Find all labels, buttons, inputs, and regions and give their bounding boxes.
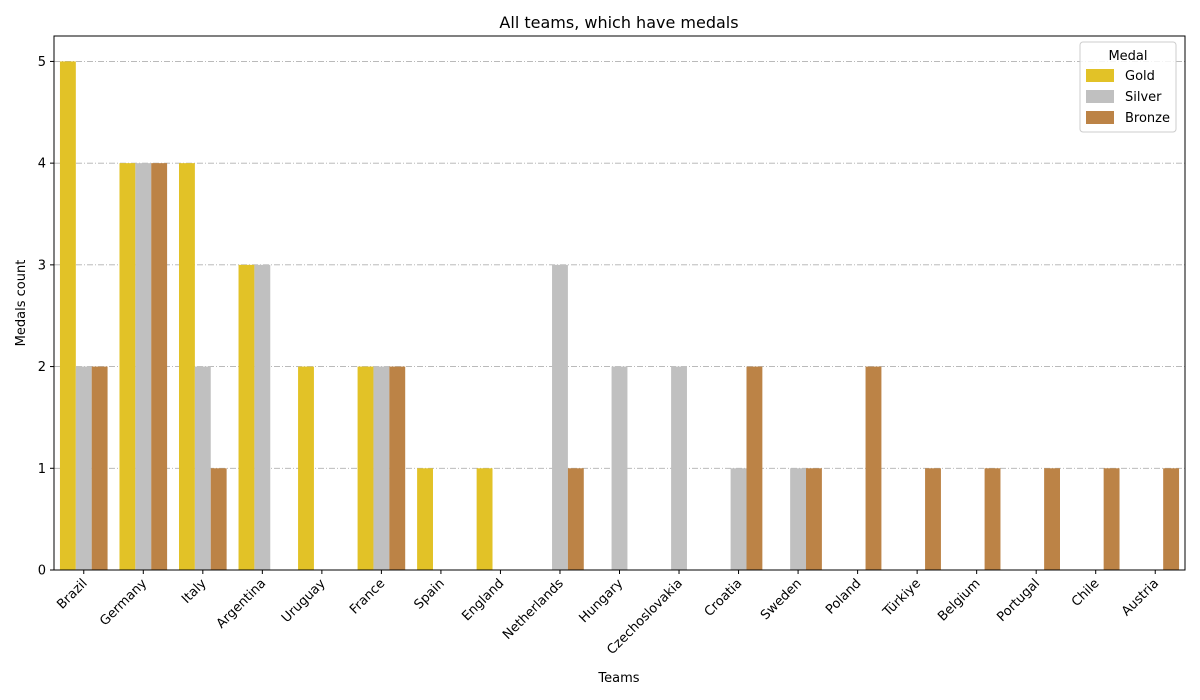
- x-tick-label: Portugal: [994, 576, 1043, 625]
- bar-gold-italy: [179, 163, 195, 570]
- y-axis-ticks: 0 1 2 3 4 5: [38, 55, 54, 579]
- bar-silver-brazil: [75, 366, 92, 570]
- bar-gold-argentina: [238, 264, 255, 570]
- x-tick-label: Hungary: [576, 576, 626, 626]
- legend-entries: Gold Silver Bronze: [1086, 69, 1170, 126]
- x-tick-label: Poland: [823, 576, 864, 617]
- legend: Medal Gold Silver Bronze: [1079, 41, 1177, 133]
- x-tick-label: Netherlands: [500, 576, 567, 643]
- bar-silver-netherlands: [552, 264, 568, 570]
- bar-silver-france: [373, 366, 390, 570]
- bar-gold-france: [357, 366, 374, 570]
- bar-silver-argentina: [254, 264, 271, 570]
- bar-bronze-belgium: [984, 468, 1001, 570]
- x-tick-label: Argentina: [214, 576, 269, 631]
- x-tick-label: Brazil: [54, 576, 90, 612]
- bar-gold-spain: [417, 468, 433, 570]
- bar-silver-germany: [135, 163, 152, 570]
- bar-silver-sweden: [790, 468, 807, 570]
- bar-bronze-croatia: [746, 366, 763, 570]
- y-tick-label: 3: [38, 258, 46, 273]
- y-tick-label: 2: [38, 360, 46, 375]
- bar-bronze-türkiye: [925, 468, 941, 570]
- y-tick-label: 1: [38, 462, 46, 477]
- x-axis-ticks: Brazil Germany Italy Argentina Uruguay France…: [54, 570, 1162, 658]
- x-tick-label: Türkiye: [880, 576, 924, 620]
- legend-label-silver: Silver: [1125, 90, 1162, 105]
- x-tick-label: Austria: [1119, 576, 1162, 619]
- legend-label-bronze: Bronze: [1125, 111, 1170, 126]
- x-axis-label: Teams: [597, 671, 639, 686]
- bar-bronze-chile: [1103, 468, 1120, 570]
- x-tick-label: Sweden: [758, 576, 805, 623]
- bar-silver-italy: [194, 366, 211, 570]
- x-tick-label: Italy: [179, 576, 210, 607]
- x-tick-label: France: [347, 576, 388, 617]
- bar-silver-czechoslovakia: [671, 366, 687, 570]
- bar-silver-hungary: [611, 366, 628, 570]
- bar-silver-croatia: [730, 468, 747, 570]
- legend-swatch-gold: [1086, 69, 1114, 82]
- legend-title: Medal: [1108, 49, 1147, 64]
- bar-bronze-portugal: [1044, 468, 1060, 570]
- x-tick-label: Germany: [97, 576, 150, 629]
- bar-gold-uruguay: [298, 366, 314, 570]
- legend-label-gold: Gold: [1125, 69, 1155, 84]
- y-tick-label: 4: [38, 157, 46, 172]
- bar-bronze-austria: [1163, 468, 1180, 570]
- legend-swatch-bronze: [1086, 111, 1114, 124]
- bars: [59, 61, 1180, 571]
- x-tick-label: Spain: [411, 576, 447, 612]
- x-tick-label: Croatia: [702, 576, 746, 620]
- y-tick-label: 0: [38, 564, 46, 579]
- bar-gold-brazil: [59, 61, 76, 571]
- bar-bronze-italy: [210, 468, 227, 570]
- bar-bronze-france: [389, 366, 406, 570]
- x-tick-label: Uruguay: [279, 576, 329, 626]
- x-tick-label: Belgium: [935, 576, 983, 624]
- y-tick-label: 5: [38, 55, 46, 70]
- bar-gold-germany: [119, 163, 136, 570]
- x-tick-label: Chile: [1069, 576, 1103, 610]
- bar-bronze-sweden: [806, 468, 822, 570]
- legend-box: [1079, 41, 1177, 133]
- bar-gold-england: [476, 468, 493, 570]
- bar-bronze-brazil: [91, 366, 108, 570]
- chart-title: All teams, which have medals: [499, 13, 738, 32]
- bar-bronze-netherlands: [567, 468, 584, 570]
- bar-bronze-germany: [151, 163, 168, 570]
- legend-swatch-silver: [1086, 90, 1114, 103]
- x-tick-label: England: [459, 576, 507, 624]
- y-axis-label: Medals count: [14, 260, 29, 347]
- bar-bronze-poland: [865, 366, 882, 570]
